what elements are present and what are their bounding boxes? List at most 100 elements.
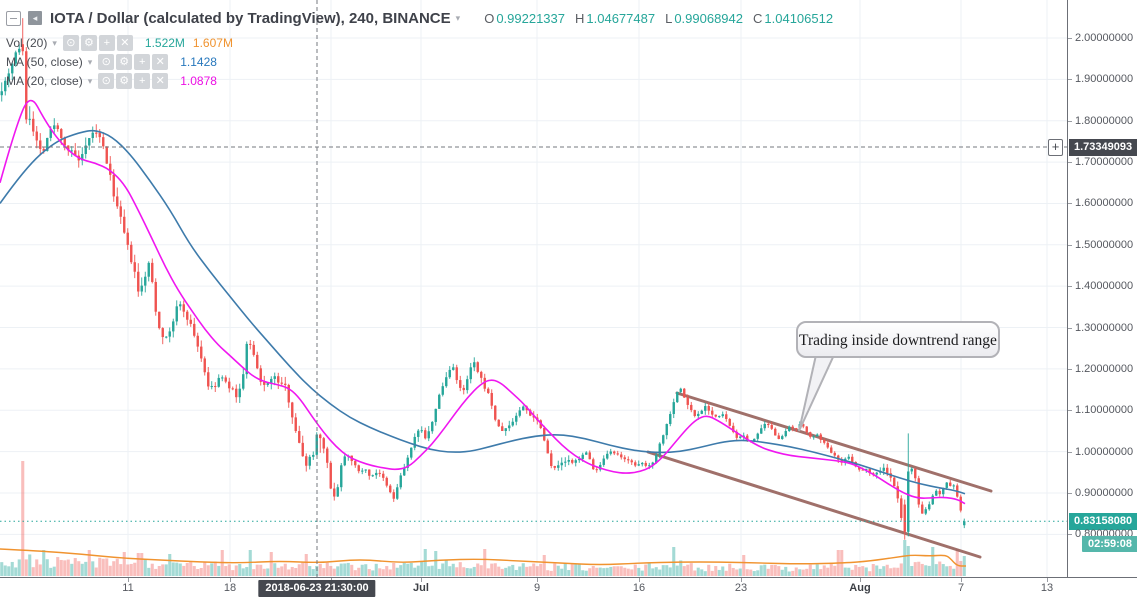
indicator-buttons: ⊙ ⚙ + ✕ [98, 73, 170, 89]
time-tick [639, 578, 640, 582]
open-value: 0.99221337 [496, 10, 565, 26]
price-tick [1068, 534, 1072, 536]
low-value: 0.99068942 [674, 10, 743, 26]
crosshair [0, 0, 1067, 577]
price-axis-label: 1.10000000 [1075, 404, 1134, 417]
price-tick [1068, 492, 1072, 494]
gear-icon[interactable]: ⚙ [80, 35, 97, 51]
time-axis[interactable]: 11 18 Jul 9 16 23 Aug 7 13 2018-06-23 21:30:00 [0, 577, 1137, 599]
callout-box[interactable] [796, 321, 1000, 358]
close-icon[interactable]: ✕ [152, 73, 169, 89]
price-tick [1068, 120, 1072, 122]
volume-value: 1.522M [144, 36, 185, 50]
chart-legend: ◂ IOTA / Dollar (calculated by TradingVi… [6, 8, 833, 89]
time-axis-label: 13 [1040, 582, 1054, 594]
chevron-down-icon[interactable]: ▾ [52, 37, 57, 48]
callout-text: Trading inside downtrend range [799, 332, 997, 349]
price-tick [1068, 327, 1072, 329]
time-axis-label: Jul [413, 582, 429, 594]
time-tick [421, 578, 422, 582]
price-tick [1068, 286, 1072, 288]
low-label: L [665, 10, 673, 26]
indicator-buttons: ⊙ ⚙ + ✕ [62, 35, 135, 51]
collapse-legend-button[interactable] [6, 10, 21, 26]
symbol-title[interactable]: IOTA / Dollar (calculated by TradingView… [50, 9, 451, 27]
chart-pane[interactable]: Trading inside downtrend range ◂ IOTA / … [0, 0, 1067, 577]
price-axis-label: 1.40000000 [1075, 280, 1134, 293]
gear-icon[interactable]: ⚙ [116, 54, 133, 70]
volume-ma-value: 1.607M [192, 36, 233, 50]
time-axis-label: 9 [533, 582, 541, 594]
price-tick [1068, 162, 1072, 164]
price-axis-label: 1.30000000 [1075, 321, 1134, 334]
price-axis[interactable]: 1.73349093 0.83158080 2.00000000 1.900000… [1067, 0, 1137, 577]
indicator-row-ma20: MA (20, close) ▾ ⊙ ⚙ + ✕ 1.0878 [6, 73, 833, 89]
time-tick [128, 578, 129, 582]
time-axis-label: 23 [734, 582, 748, 594]
price-axis-label: 1.50000000 [1075, 238, 1134, 251]
price-tick [1068, 203, 1072, 205]
ma50-value: 1.1428 [180, 55, 217, 69]
candle-countdown-badge: 02:59:08 [1082, 535, 1137, 552]
callout-tail [798, 354, 836, 432]
ma50-line[interactable] [0, 129, 966, 495]
last-price-badge: 0.83158080 [1069, 512, 1137, 530]
price-axis-label: 1.90000000 [1075, 73, 1134, 86]
price-tick [1068, 244, 1072, 246]
close-value: 1.04106512 [764, 10, 834, 26]
time-axis-label: 16 [632, 582, 646, 594]
add-alert-plus-button[interactable]: + [1048, 139, 1063, 156]
indicator-buttons: ⊙ ⚙ + ✕ [98, 54, 170, 70]
open-label: O [484, 10, 495, 26]
chevron-down-icon[interactable]: ▾ [87, 56, 93, 67]
ma20-value: 1.0878 [180, 74, 217, 88]
time-axis-label: 11 [122, 582, 134, 594]
add-icon[interactable]: + [134, 54, 151, 70]
time-tick [860, 578, 861, 582]
time-axis-label: Aug [849, 582, 871, 594]
candlesticks [0, 18, 966, 540]
indicator-label[interactable]: MA (20, close) [6, 74, 83, 88]
close-icon[interactable]: ✕ [152, 54, 169, 70]
time-tick [537, 578, 538, 582]
price-tick [1068, 79, 1072, 81]
indicator-label[interactable]: MA (50, close) [6, 55, 83, 69]
high-label: H [575, 10, 585, 26]
volume-ma-line[interactable] [0, 548, 966, 567]
price-axis-label: 1.00000000 [1075, 445, 1134, 458]
price-chart-canvas[interactable]: Trading inside downtrend range [0, 0, 1067, 577]
price-axis-label: 2.00000000 [1075, 32, 1134, 44]
gear-icon[interactable]: ⚙ [116, 73, 133, 89]
eye-icon[interactable]: ⊙ [98, 73, 115, 89]
close-icon[interactable]: ✕ [116, 35, 133, 51]
eye-icon[interactable]: ⊙ [62, 35, 79, 51]
add-icon[interactable]: + [134, 73, 151, 89]
chart-style-icon[interactable]: ◂ [28, 11, 42, 25]
add-icon[interactable]: + [98, 35, 115, 51]
high-value: 1.04677487 [586, 10, 656, 26]
indicator-label[interactable]: Vol (20) [6, 36, 48, 50]
price-axis-label: 1.80000000 [1075, 114, 1134, 127]
price-axis-label: 1.20000000 [1075, 362, 1134, 375]
ma20-line[interactable] [0, 99, 966, 505]
ohlc-readout: O 0.99221337 H 1.04677487 L 0.99068942 C… [474, 11, 833, 26]
eye-icon[interactable]: ⊙ [98, 54, 115, 70]
price-axis-label: 0.90000000 [1075, 486, 1134, 499]
price-tick [1068, 451, 1072, 453]
price-axis-label: 1.70000000 [1075, 156, 1134, 169]
indicator-row-ma50: MA (50, close) ▾ ⊙ ⚙ + ✕ 1.1428 [6, 54, 833, 70]
price-axis-label: 1.60000000 [1075, 197, 1134, 210]
time-tick [741, 578, 742, 582]
close-label: C [753, 10, 763, 26]
indicator-row-volume: Vol (20) ▾ ⊙ ⚙ + ✕ 1.522M 1.607M [6, 35, 833, 51]
chevron-down-icon[interactable]: ▾ [455, 12, 461, 23]
symbol-header: ◂ IOTA / Dollar (calculated by TradingVi… [6, 8, 833, 28]
annotation-callout[interactable]: Trading inside downtrend range [796, 321, 1000, 432]
crosshair-date-badge: 2018-06-23 21:30:00 [258, 580, 376, 597]
price-tick [1068, 38, 1072, 39]
chevron-down-icon[interactable]: ▾ [87, 75, 93, 86]
time-axis-label: 18 [223, 582, 237, 594]
price-tick [1068, 410, 1072, 412]
downtrend-channel-lines[interactable] [646, 391, 993, 559]
